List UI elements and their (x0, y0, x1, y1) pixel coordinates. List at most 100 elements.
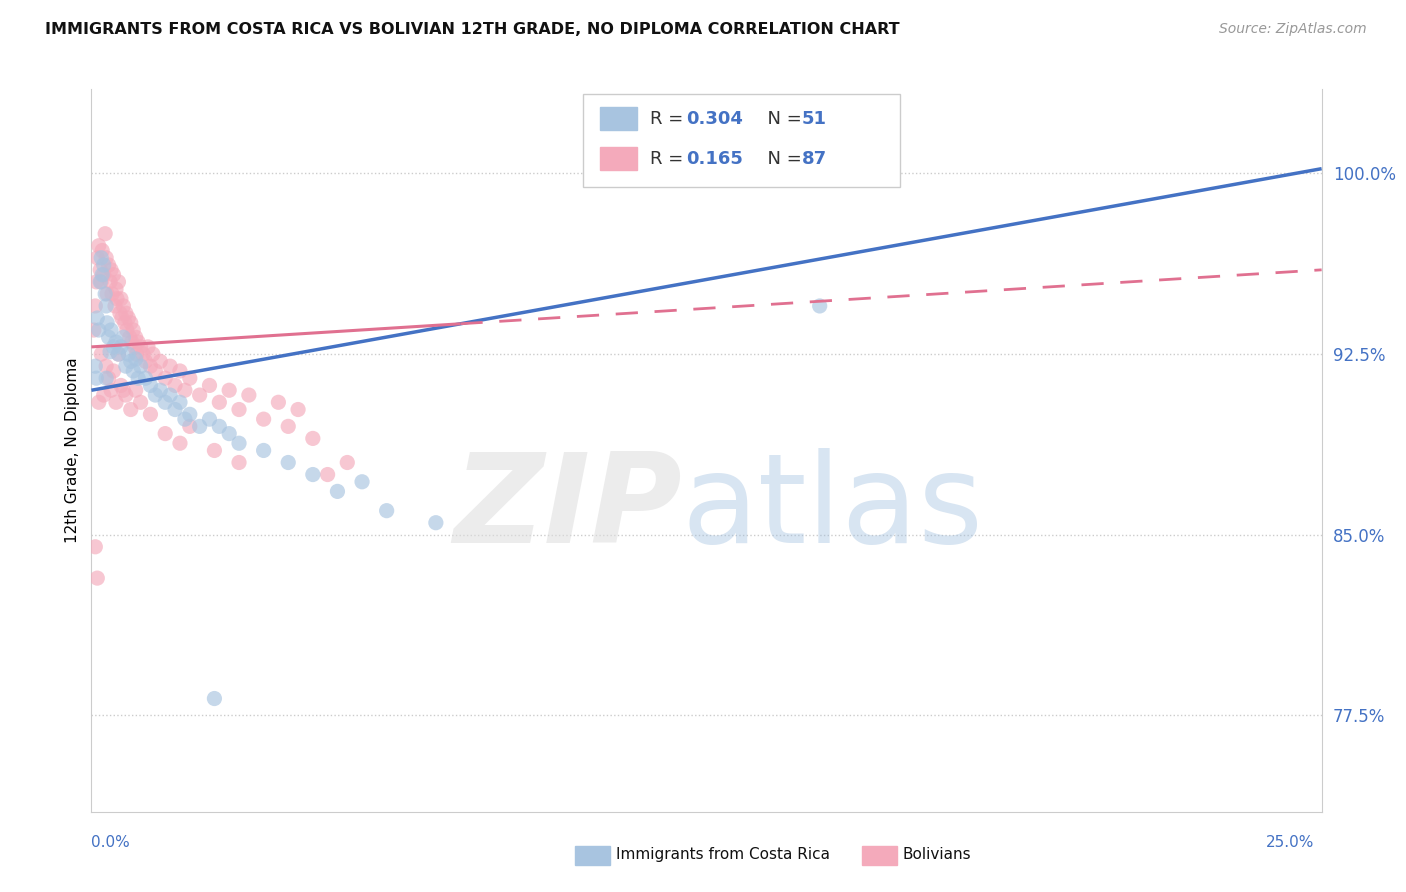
Point (110, 378, 132, 392)
Point (115, 323, 138, 337)
Point (90, 251, 112, 265)
Point (103, 340, 125, 354)
Point (124, 330, 148, 344)
Text: atlas: atlas (682, 448, 984, 569)
Point (91, 268, 114, 282)
Point (159, 388, 181, 402)
Point (301, 432, 323, 446)
Point (110, 340, 132, 354)
Point (87, 239, 110, 253)
Point (228, 436, 250, 450)
Point (179, 419, 201, 434)
Point (114, 316, 136, 330)
Point (111, 311, 134, 326)
Point (238, 388, 260, 402)
Point (112, 299, 135, 313)
Point (121, 335, 143, 350)
Point (135, 371, 157, 385)
Point (139, 359, 162, 374)
Point (105, 335, 127, 350)
Point (103, 268, 125, 282)
Point (174, 412, 197, 426)
Point (118, 330, 141, 344)
Point (228, 456, 250, 470)
Point (101, 287, 124, 301)
Point (98, 275, 121, 289)
Point (96, 251, 117, 265)
Point (86, 275, 108, 289)
Point (139, 378, 162, 392)
Point (87, 395, 110, 409)
Point (277, 456, 299, 470)
Point (198, 378, 221, 392)
Y-axis label: 12th Grade, No Diploma: 12th Grade, No Diploma (65, 358, 80, 543)
Point (198, 412, 221, 426)
Point (253, 412, 276, 426)
Point (100, 384, 122, 398)
Point (107, 275, 129, 289)
Point (301, 467, 323, 482)
Text: 51: 51 (801, 110, 827, 128)
Point (108, 306, 131, 320)
Point (86, 311, 108, 326)
Point (96, 299, 117, 313)
Point (188, 419, 211, 434)
Point (122, 323, 145, 337)
Point (97, 330, 120, 344)
Point (89, 275, 111, 289)
Point (107, 347, 129, 361)
Point (90, 275, 112, 289)
Point (107, 347, 129, 361)
Text: 0.165: 0.165 (686, 150, 742, 168)
Point (163, 378, 186, 392)
Point (129, 340, 152, 354)
Point (97, 371, 120, 385)
Point (124, 384, 148, 398)
Point (110, 292, 132, 306)
Point (105, 282, 127, 296)
Point (114, 388, 138, 402)
Point (104, 299, 127, 313)
Point (93, 258, 115, 272)
Text: 0.304: 0.304 (686, 110, 742, 128)
Point (326, 484, 349, 499)
Text: 0.0%: 0.0% (91, 836, 131, 850)
Point (135, 354, 157, 368)
Point (425, 516, 447, 530)
Text: Immigrants from Costa Rica: Immigrants from Costa Rica (616, 847, 830, 862)
Point (169, 436, 191, 450)
Point (208, 395, 231, 409)
Point (179, 371, 201, 385)
Point (89, 263, 111, 277)
Point (91, 244, 114, 258)
Point (93, 268, 115, 282)
Point (149, 354, 172, 368)
Point (336, 456, 359, 470)
Point (127, 371, 149, 385)
Point (90, 347, 112, 361)
Point (94, 227, 117, 241)
Point (149, 384, 172, 398)
Point (86, 251, 108, 265)
Text: R =: R = (650, 150, 689, 168)
Point (124, 340, 146, 354)
Point (159, 359, 181, 374)
Point (86, 571, 108, 585)
Point (375, 504, 398, 518)
Point (145, 364, 166, 378)
Point (132, 347, 155, 361)
Point (112, 384, 135, 398)
Point (105, 292, 128, 306)
Point (96, 359, 117, 374)
Point (127, 335, 149, 350)
Point (96, 371, 117, 385)
Point (114, 306, 138, 320)
Point (94, 287, 117, 301)
Point (120, 316, 142, 330)
Point (136, 340, 159, 354)
Point (179, 407, 201, 422)
Text: Source: ZipAtlas.com: Source: ZipAtlas.com (1219, 22, 1367, 37)
Point (117, 347, 139, 361)
Point (153, 426, 177, 441)
Point (98, 344, 121, 359)
